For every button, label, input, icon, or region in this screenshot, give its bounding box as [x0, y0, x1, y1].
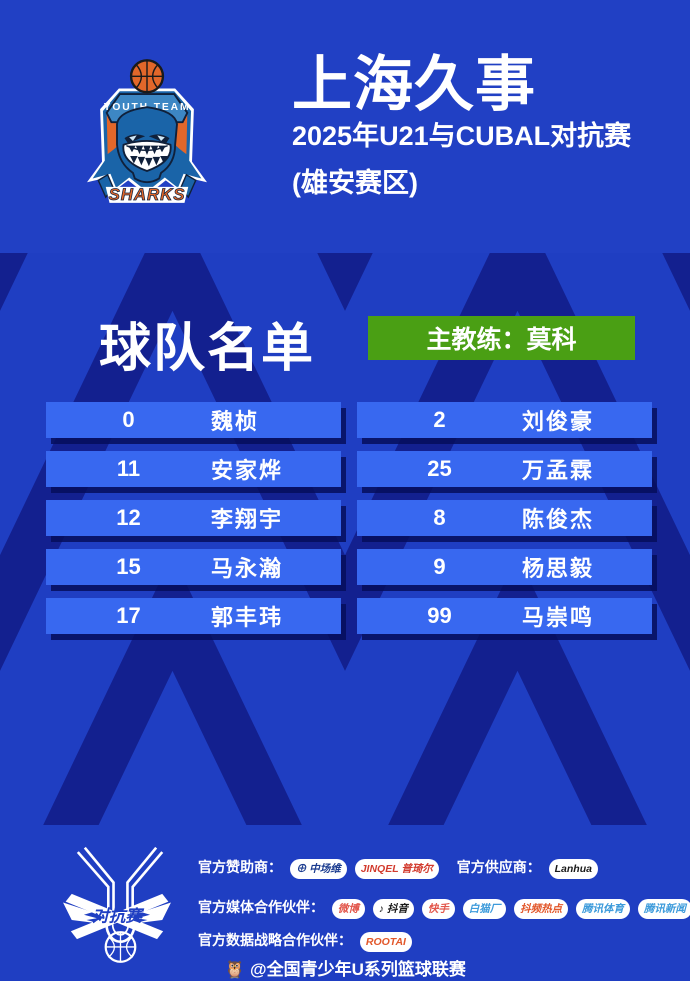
svg-text:SHARKS: SHARKS	[109, 185, 186, 204]
svg-text:对抗赛: 对抗赛	[92, 907, 145, 926]
